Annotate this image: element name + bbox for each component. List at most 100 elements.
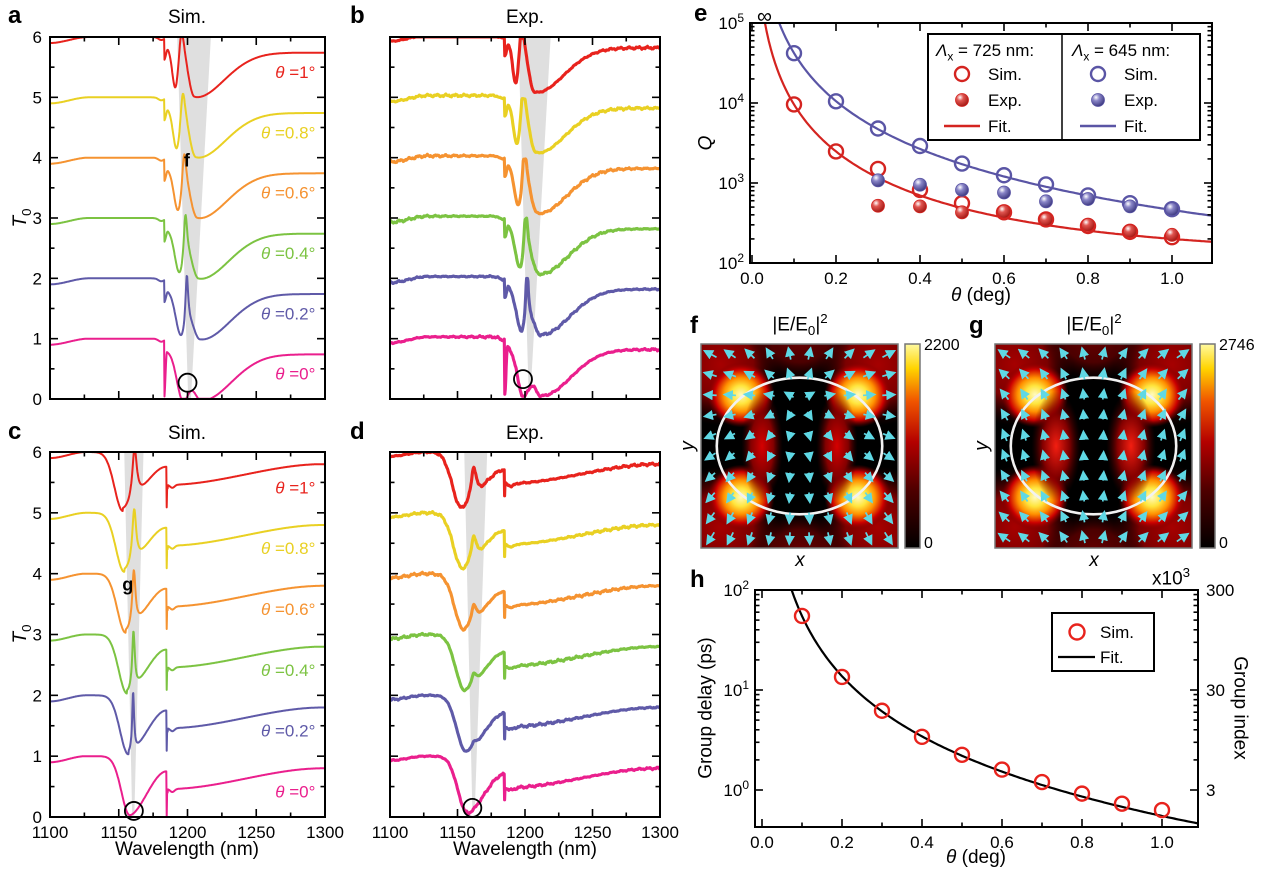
svg-text:6: 6 xyxy=(33,443,42,462)
legend-e xyxy=(927,33,1201,141)
svg-text:1200: 1200 xyxy=(169,823,207,842)
svg-text:1.0: 1.0 xyxy=(1160,269,1184,288)
point-open xyxy=(785,96,803,113)
svg-text:1300: 1300 xyxy=(641,823,679,842)
svg-text:0.0: 0.0 xyxy=(750,833,774,852)
legend-e-725-sim-label: Sim. xyxy=(988,65,1022,84)
panel-a-ylabel: T0 xyxy=(9,208,34,228)
panel-g-colorbar-max: 2746 xyxy=(1219,337,1255,354)
panel-a-circle-marker xyxy=(177,372,198,393)
point-ball xyxy=(955,205,969,220)
svg-text:101: 101 xyxy=(723,678,749,700)
point-open xyxy=(1163,201,1181,218)
point-ball xyxy=(1123,199,1137,214)
point-open xyxy=(869,120,887,137)
panel-g-colorbar xyxy=(1199,343,1216,549)
point-open xyxy=(1037,176,1055,193)
svg-text:102: 102 xyxy=(723,578,749,600)
panel-d-wedge xyxy=(464,452,488,811)
curve-label-theta-1: θ =1° xyxy=(275,63,315,82)
curve-theta-0p6 xyxy=(390,152,660,216)
svg-text:5: 5 xyxy=(33,88,42,107)
point-open xyxy=(1153,801,1171,819)
panel-e-ylabel: Q xyxy=(695,135,717,151)
point-ball xyxy=(997,204,1011,219)
panel-f-title: |E/E0|2 xyxy=(772,311,828,339)
panel-h-ylabel-right: Group index xyxy=(1229,656,1251,760)
point-open xyxy=(911,137,929,155)
panel-f-colorbar-min: 0 xyxy=(924,535,933,552)
panel-f-colorbar xyxy=(904,343,921,549)
svg-text:1150: 1150 xyxy=(100,823,137,842)
point-open xyxy=(833,668,851,686)
panel-c-ylabel: T0 xyxy=(9,624,34,644)
panel-letter-d: d xyxy=(350,418,365,445)
svg-text:1250: 1250 xyxy=(574,823,612,842)
point-open xyxy=(993,761,1011,778)
legend-h xyxy=(1051,612,1155,672)
point-ball xyxy=(1039,212,1053,227)
point-open xyxy=(827,143,845,160)
curve-label-theta-0: θ =0° xyxy=(275,783,315,802)
legend-e-header-645: Λx = 645 nm: xyxy=(1072,41,1171,64)
panel-f-colorbar-max: 2200 xyxy=(924,337,960,354)
panel-f-xlabel: x xyxy=(795,550,805,571)
point-ball xyxy=(1081,217,1095,232)
panel-c-circle-marker xyxy=(123,801,144,821)
curve-theta-1 xyxy=(390,452,660,509)
legend-e-header-725: Λx = 725 nm: xyxy=(936,41,1035,64)
panel-h-ylabel-left: Group delay (ps) xyxy=(695,637,717,779)
svg-text:1300: 1300 xyxy=(306,823,344,842)
panel-a: θ =1° θ =0.8° θ =0.6° θ =0.4° θ =0.2° θ =0° f 0… xyxy=(33,28,326,409)
panel-d-title: Exp. xyxy=(505,423,545,444)
curve-theta-0p8 xyxy=(390,510,660,571)
panel-letter-h: h xyxy=(690,566,705,593)
svg-text:4: 4 xyxy=(33,149,42,168)
svg-text:6: 6 xyxy=(33,28,42,47)
curve-theta-0 xyxy=(390,754,660,816)
panel-g-xlabel: x xyxy=(1089,550,1099,571)
point-open xyxy=(953,155,971,172)
point-ball xyxy=(913,199,927,214)
svg-text:0: 0 xyxy=(33,390,42,409)
point-open xyxy=(793,607,811,625)
svg-text:3: 3 xyxy=(33,626,42,645)
point-ball xyxy=(1123,224,1137,239)
svg-text:1.0: 1.0 xyxy=(1150,833,1174,852)
point-open xyxy=(953,746,971,763)
panel-b-title: Exp. xyxy=(505,7,545,28)
svg-text:1100: 1100 xyxy=(32,823,69,842)
svg-text:0.8: 0.8 xyxy=(1070,833,1094,852)
panel-letter-c: c xyxy=(8,418,22,445)
legend-h-sim-label: Sim. xyxy=(1100,623,1134,642)
svg-text:0.2: 0.2 xyxy=(830,833,854,852)
panel-a-title: Sim. xyxy=(168,7,206,28)
curve-theta-0p6 xyxy=(390,570,660,632)
panel-h-xlabel: θ (deg) xyxy=(946,847,1006,868)
svg-text:0.8: 0.8 xyxy=(1076,269,1100,288)
panel-h: 0.0 0.2 0.4 0.6 0.8 1.0 100 101 102 300 30 3 xyxy=(723,578,1234,852)
panel-c-title: Sim. xyxy=(168,423,206,444)
svg-text:4: 4 xyxy=(33,565,42,584)
point-open xyxy=(873,702,891,719)
curve-theta-0 xyxy=(50,755,325,817)
point-ball xyxy=(955,182,969,197)
svg-text:1250: 1250 xyxy=(237,823,275,842)
panel-letter-b: b xyxy=(350,2,365,29)
curve-theta-0p8 xyxy=(50,508,325,573)
curve-theta-0p2 xyxy=(50,275,325,341)
curve-label-theta-0p8: θ =0.8° xyxy=(261,123,315,142)
panel-letter-f: f xyxy=(690,312,698,339)
point-open xyxy=(827,93,845,110)
panel-letter-e: e xyxy=(694,0,708,27)
curve-theta-0p8 xyxy=(390,92,660,155)
legend-e-645-sim-label: Sim. xyxy=(1124,65,1158,84)
point-open xyxy=(1073,785,1091,802)
svg-text:0.0: 0.0 xyxy=(740,269,764,288)
curve-theta-0p4 xyxy=(390,213,660,277)
svg-text:102: 102 xyxy=(718,251,744,273)
svg-text:3: 3 xyxy=(33,209,42,228)
panel-c-xlabel: Wavelength (nm) xyxy=(115,839,259,860)
